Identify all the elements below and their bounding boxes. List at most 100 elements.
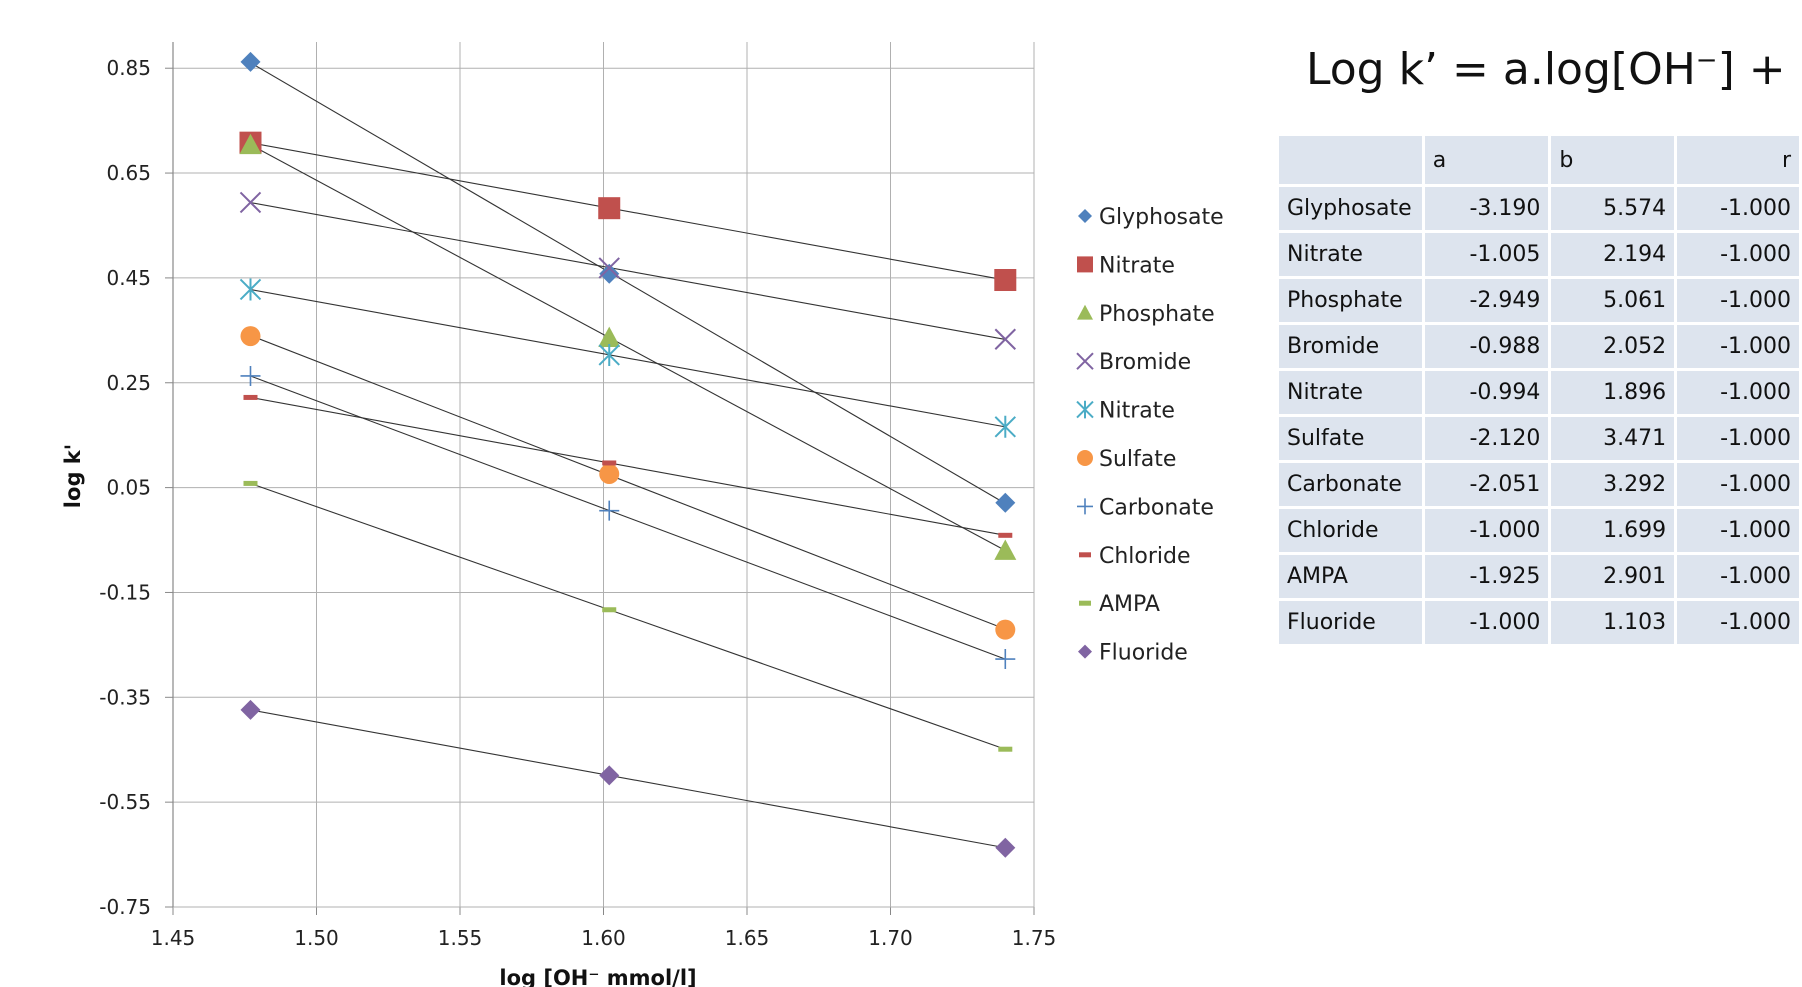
equation-lhs: Log k’ = a.log[OH <box>1306 44 1696 95</box>
y-tick-label: 0.25 <box>106 371 151 395</box>
data-point <box>602 460 617 466</box>
row-a: -1.005 <box>1424 233 1549 276</box>
y-tick-label: 0.05 <box>106 476 151 500</box>
coefficient-table: a b r Glyphosate -3.190 5.574 -1.000 Nitrate… <box>1276 133 1802 647</box>
table-row: Glyphosate -3.190 5.574 -1.000 <box>1279 187 1799 230</box>
table-row: Carbonate -2.051 3.292 -1.000 <box>1279 463 1799 506</box>
data-point <box>240 365 261 386</box>
table-row: Fluoride -1.000 1.103 -1.000 <box>1279 601 1799 644</box>
trendline <box>250 62 1006 504</box>
row-name: AMPA <box>1279 555 1422 598</box>
y-tick-label: 0.85 <box>106 56 151 80</box>
x-tick-label: 1.65 <box>725 926 770 950</box>
legend-marker <box>1077 256 1093 273</box>
data-point <box>994 539 1017 560</box>
data-point <box>998 532 1013 538</box>
row-name: Sulfate <box>1279 417 1422 460</box>
legend-marker <box>1079 600 1091 606</box>
row-r: -1.000 <box>1677 601 1799 644</box>
data-point <box>240 326 261 347</box>
y-tick-label: -0.35 <box>99 685 151 709</box>
trendlines <box>250 62 1006 849</box>
row-r: -1.000 <box>1677 417 1799 460</box>
legend-marker <box>1076 352 1094 370</box>
trendline <box>250 396 1006 536</box>
legend-entry: Sulfate <box>1099 447 1176 472</box>
table-header-row: a b r <box>1279 136 1799 184</box>
legend-entry: Phosphate <box>1099 302 1215 327</box>
row-name: Phosphate <box>1279 279 1422 322</box>
row-r: -1.000 <box>1677 555 1799 598</box>
y-axis-title: log k' <box>61 444 85 508</box>
equation-superscript: − <box>1695 45 1718 76</box>
data-point <box>239 191 262 214</box>
y-tick-label: -0.55 <box>99 790 151 814</box>
row-a: -2.120 <box>1424 417 1549 460</box>
data-point <box>243 480 258 486</box>
row-a: -1.000 <box>1424 509 1549 552</box>
row-a: -1.000 <box>1424 601 1549 644</box>
data-marks <box>239 51 1017 858</box>
data-point <box>239 278 262 301</box>
legend: Glyphosate Nitrate Phosphate Bromide Nitrate… <box>1076 205 1224 666</box>
trendline <box>250 335 1006 630</box>
row-name: Nitrate <box>1279 233 1422 276</box>
data-point <box>598 326 621 348</box>
table-row: Nitrate -1.005 2.194 -1.000 <box>1279 233 1799 276</box>
trendline <box>250 709 1006 849</box>
y-tick-label: -0.15 <box>99 580 151 604</box>
data-point <box>240 699 261 720</box>
row-b: 1.103 <box>1551 601 1675 644</box>
table-row: Nitrate -0.994 1.896 -1.000 <box>1279 371 1799 414</box>
row-a: -2.051 <box>1424 463 1549 506</box>
data-point <box>994 415 1017 438</box>
x-tick-label: 1.70 <box>868 926 913 950</box>
x-tick-label: 1.55 <box>438 926 483 950</box>
legend-entry: Glyphosate <box>1099 205 1224 230</box>
row-r: -1.000 <box>1677 509 1799 552</box>
row-name: Nitrate <box>1279 371 1422 414</box>
table-row: Phosphate -2.949 5.061 -1.000 <box>1279 279 1799 322</box>
row-r: -1.000 <box>1677 463 1799 506</box>
grid <box>165 42 1035 915</box>
legend-marker <box>1079 552 1091 558</box>
y-tick-label: -0.75 <box>99 895 151 919</box>
data-point <box>243 394 258 400</box>
data-point <box>994 328 1017 350</box>
row-r: -1.000 <box>1677 279 1799 322</box>
table-body: Glyphosate -3.190 5.574 -1.000 Nitrate -1.005… <box>1279 187 1799 644</box>
data-point <box>995 837 1016 858</box>
equation: Log k’ = a.log[OH−] + b <box>1306 44 1802 95</box>
equation-rhs: ] + b <box>1717 44 1802 95</box>
tick-labels: 1.45 1.50 1.55 1.60 1.65 1.70 1.75 0.85 0.65 0.45… <box>99 56 1056 950</box>
x-tick-label: 1.50 <box>294 926 339 950</box>
trendline <box>250 375 1006 660</box>
x-tick-label: 1.60 <box>581 926 626 950</box>
y-tick-label: 0.65 <box>106 161 151 185</box>
legend-marker <box>1078 209 1092 223</box>
trendline <box>250 142 1006 281</box>
header-name <box>1279 136 1422 184</box>
table-row: AMPA -1.925 2.901 -1.000 <box>1279 555 1799 598</box>
legend-entry: Chloride <box>1099 544 1191 569</box>
row-b: 5.061 <box>1551 279 1675 322</box>
data-point <box>239 133 262 155</box>
legend-marker <box>1076 400 1094 419</box>
header-b: b <box>1551 136 1675 184</box>
data-point <box>598 257 620 279</box>
trendline <box>250 202 1006 340</box>
row-a: -1.925 <box>1424 555 1549 598</box>
data-point <box>598 197 621 220</box>
row-b: 2.194 <box>1551 233 1675 276</box>
data-point <box>240 51 261 72</box>
x-tick-label: 1.45 <box>151 926 196 950</box>
legend-marker <box>1078 644 1092 659</box>
data-point <box>602 607 617 613</box>
table-row: Bromide -0.988 2.052 -1.000 <box>1279 325 1799 368</box>
header-r: r <box>1677 136 1799 184</box>
row-b: 5.574 <box>1551 187 1675 230</box>
data-point <box>599 765 620 786</box>
row-b: 2.901 <box>1551 555 1675 598</box>
row-r: -1.000 <box>1677 187 1799 230</box>
